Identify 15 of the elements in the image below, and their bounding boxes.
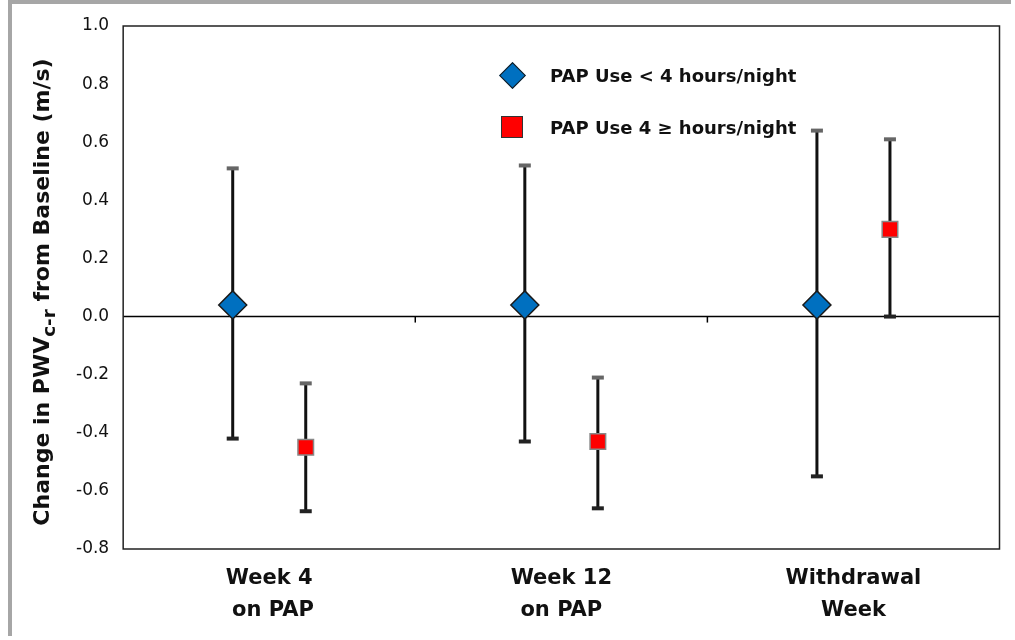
y-tick-label: -0.4 xyxy=(76,421,110,442)
x-tick-label: Week 4 on PAP xyxy=(224,565,314,621)
x-tick-label: Withdrawal Week xyxy=(785,565,922,621)
legend-label: PAP Use 4 ≥ hours/night xyxy=(550,116,797,138)
y-tick-label: 1.0 xyxy=(82,14,110,35)
y-tick-label: 0.4 xyxy=(82,188,110,209)
legend-label: PAP Use < 4 hours/night xyxy=(550,64,797,86)
y-tick-label: 0.8 xyxy=(82,72,110,93)
y-tick-label: -0.6 xyxy=(76,479,110,500)
y-tick-label: 0.0 xyxy=(82,304,110,325)
y-tick-label: 0.6 xyxy=(82,130,110,151)
y-tick-label: 0.2 xyxy=(82,246,110,267)
x-tick-label: Week 12 on PAP xyxy=(510,565,613,621)
y-tick-label: -0.2 xyxy=(76,363,110,384)
y-tick-label: -0.8 xyxy=(76,537,110,558)
